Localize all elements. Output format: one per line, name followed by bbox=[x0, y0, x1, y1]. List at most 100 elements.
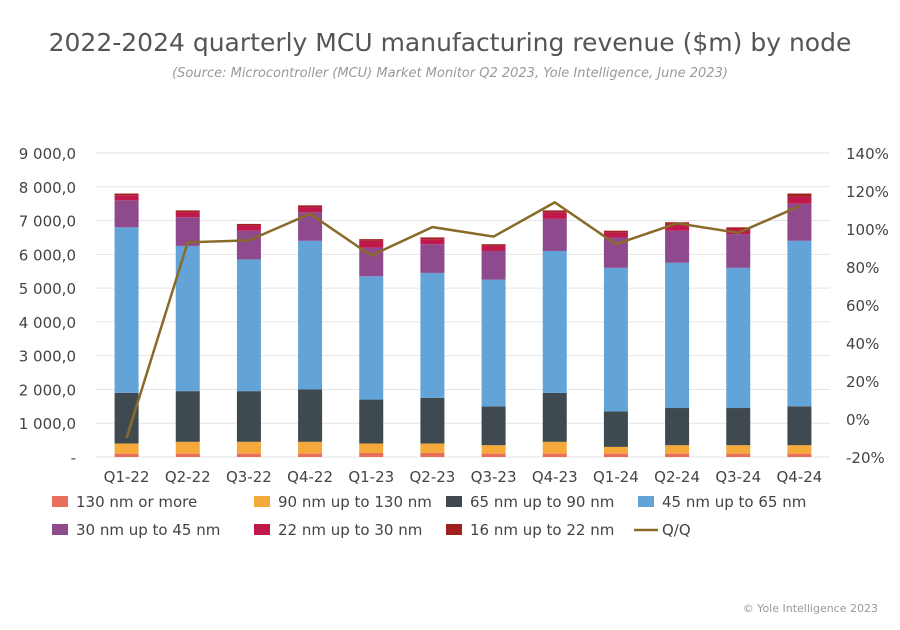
x-tick-label: Q4-23 bbox=[532, 468, 578, 486]
y-tick-label: 5 000,0 bbox=[19, 280, 76, 298]
y-tick-label: 8 000,0 bbox=[19, 179, 76, 197]
x-tick-label: Q3-24 bbox=[715, 468, 761, 486]
bar-segment bbox=[542, 212, 567, 219]
bar-segment bbox=[114, 453, 139, 457]
bar-segment bbox=[481, 279, 506, 407]
bar-segment bbox=[787, 196, 812, 204]
bar-segment bbox=[236, 453, 261, 457]
legend-swatch bbox=[638, 496, 654, 507]
bar-segment bbox=[787, 406, 812, 446]
y2-tick-label: -20% bbox=[846, 449, 885, 467]
y-tick-label: 2 000,0 bbox=[19, 381, 76, 399]
bar-segment bbox=[359, 399, 384, 444]
y-tick-label: - bbox=[71, 449, 76, 467]
bar-segment bbox=[603, 232, 628, 238]
x-tick-label: Q1-23 bbox=[348, 468, 394, 486]
bar-segment bbox=[542, 392, 567, 442]
bar-segment bbox=[603, 411, 628, 447]
y-tick-label: 4 000,0 bbox=[19, 314, 76, 332]
bar-segment bbox=[298, 207, 323, 213]
bar-segment bbox=[420, 237, 445, 240]
bar-segment bbox=[665, 262, 690, 409]
legend-swatch bbox=[52, 496, 68, 507]
legend-label: 30 nm up to 45 nm bbox=[76, 521, 220, 539]
bar-segment bbox=[603, 267, 628, 412]
bar-segment bbox=[481, 245, 506, 251]
legend-label: 45 nm up to 65 nm bbox=[662, 493, 806, 511]
bar-segment bbox=[726, 445, 751, 454]
bar-segment bbox=[236, 259, 261, 392]
bar-segment bbox=[114, 193, 139, 196]
legend-label: 16 nm up to 22 nm bbox=[470, 521, 614, 539]
y2-tick-label: 20% bbox=[846, 373, 879, 391]
y-tick-label: 3 000,0 bbox=[19, 348, 76, 366]
x-tick-label: Q1-24 bbox=[593, 468, 639, 486]
bar-segment bbox=[114, 195, 139, 201]
bar-segment bbox=[175, 441, 200, 454]
bar-segment bbox=[542, 210, 567, 213]
bar-segment bbox=[665, 445, 690, 454]
bar-segment bbox=[420, 244, 445, 273]
bar-segment bbox=[420, 452, 445, 457]
legend-label: 90 nm up to 130 nm bbox=[278, 493, 432, 511]
bar-segment bbox=[603, 230, 628, 233]
bar-segment bbox=[114, 227, 139, 393]
legend-label: 130 nm or more bbox=[76, 493, 197, 511]
x-tick-label: Q4-24 bbox=[776, 468, 822, 486]
y2-tick-label: 140% bbox=[846, 145, 889, 163]
y2-tick-label: 40% bbox=[846, 335, 879, 353]
bar-segment bbox=[665, 230, 690, 263]
bar-segment bbox=[665, 453, 690, 457]
bar-segment bbox=[298, 389, 323, 442]
legend-swatch bbox=[254, 524, 270, 535]
legend-swatch bbox=[52, 524, 68, 535]
y-tick-label: 6 000,0 bbox=[19, 246, 76, 264]
bar-segment bbox=[298, 240, 323, 390]
bar-segment bbox=[787, 445, 812, 454]
bar-segment bbox=[542, 453, 567, 457]
legend-label: Q/Q bbox=[662, 521, 691, 539]
y-tick-label: 9 000,0 bbox=[19, 145, 76, 163]
bar-segment bbox=[726, 453, 751, 457]
x-tick-label: Q3-23 bbox=[471, 468, 517, 486]
bar-segment bbox=[420, 239, 445, 245]
x-tick-label: Q2-23 bbox=[409, 468, 455, 486]
bar-segment bbox=[298, 453, 323, 457]
bar-segment bbox=[726, 267, 751, 409]
y2-tick-label: 100% bbox=[846, 221, 889, 239]
bar-segment bbox=[542, 218, 567, 251]
copyright: © Yole Intelligence 2023 bbox=[742, 602, 878, 615]
legend-swatch bbox=[254, 496, 270, 507]
bar-segment bbox=[359, 452, 384, 457]
y2-tick-label: 120% bbox=[846, 183, 889, 201]
bar-segment bbox=[603, 453, 628, 457]
bar-segment bbox=[236, 223, 261, 226]
bar-segment bbox=[114, 443, 139, 454]
bar-segment bbox=[236, 225, 261, 231]
bar-segment bbox=[236, 230, 261, 260]
x-tick-label: Q3-22 bbox=[226, 468, 272, 486]
x-tick-label: Q2-24 bbox=[654, 468, 700, 486]
bar-segment bbox=[726, 408, 751, 446]
bar-segment bbox=[236, 391, 261, 442]
bar-segment bbox=[481, 244, 506, 246]
bar-segment bbox=[665, 408, 690, 446]
bar-segment bbox=[787, 453, 812, 457]
bar-segment bbox=[787, 240, 812, 407]
bar-segment bbox=[175, 391, 200, 442]
bar-segment bbox=[236, 441, 261, 454]
chart-subtitle: (Source: Microcontroller (MCU) Market Mo… bbox=[172, 66, 728, 81]
bar-segment bbox=[481, 406, 506, 446]
bar-segment bbox=[603, 446, 628, 454]
bar-segment bbox=[481, 250, 506, 280]
bar-segment bbox=[298, 205, 323, 208]
bar-segment bbox=[542, 250, 567, 393]
x-tick-label: Q4-22 bbox=[287, 468, 333, 486]
x-tick-label: Q2-22 bbox=[165, 468, 211, 486]
bar-segment bbox=[665, 223, 690, 231]
qq-line bbox=[125, 200, 800, 439]
legend-label: 22 nm up to 30 nm bbox=[278, 521, 422, 539]
y2-tick-label: 60% bbox=[846, 297, 879, 315]
bar-segment bbox=[420, 272, 445, 398]
